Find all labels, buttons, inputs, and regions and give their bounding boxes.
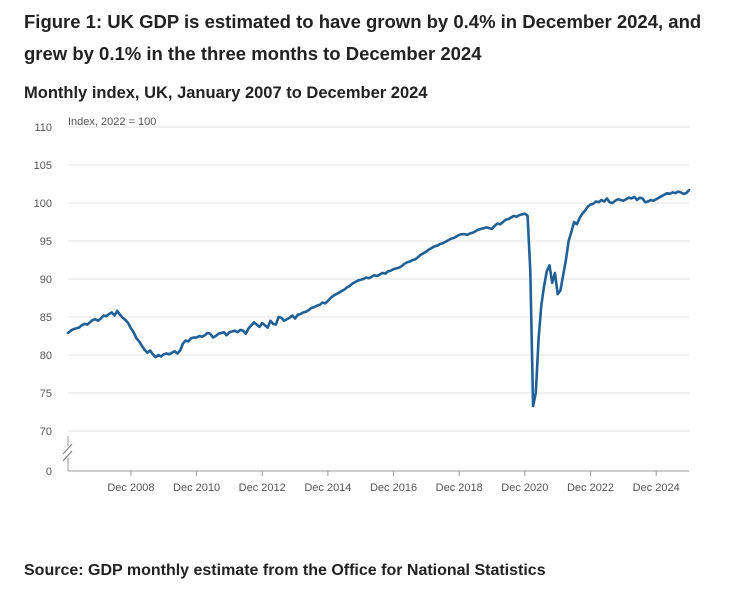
chart-title: Figure 1: UK GDP is estimated to have gr… <box>24 11 702 64</box>
chart-subtitle: Monthly index, UK, January 2007 to Decem… <box>24 84 428 102</box>
x-tick-label: Dec 2020 <box>501 482 548 494</box>
y-tick-label: 85 <box>40 312 52 324</box>
series-line-gdp <box>66 188 691 408</box>
x-tick-label: Dec 2012 <box>239 482 286 494</box>
y-tick-label: 90 <box>40 274 52 286</box>
source-note: Source: GDP monthly estimate from the Of… <box>24 562 546 579</box>
y-tick-label: 105 <box>34 160 52 172</box>
gridlines <box>68 126 689 472</box>
x-tick-label: Dec 2018 <box>436 482 483 494</box>
y-tick-label: 70 <box>40 426 52 438</box>
x-tick-label: Dec 2024 <box>633 482 680 494</box>
x-tick-label: Dec 2010 <box>173 482 220 494</box>
y-axis-tick-labels: 110 105 100 95 90 85 80 75 70 0 <box>34 122 52 478</box>
y-tick-label: 110 <box>34 122 52 134</box>
y-axis-label: Index, 2022 = 100 <box>68 116 156 128</box>
x-axis-ticks: Dec 2008 Dec 2010 Dec 2012 Dec 2014 Dec 2016… <box>107 471 680 494</box>
y-tick-label: 0 <box>46 466 52 478</box>
axis-break-slash <box>62 450 73 462</box>
x-tick-label: Dec 2014 <box>304 482 351 494</box>
y-tick-label: 95 <box>40 236 52 248</box>
axis-break-marker <box>62 436 74 471</box>
axis-break-slash <box>62 443 73 455</box>
x-tick-label: Dec 2008 <box>107 482 154 494</box>
y-tick-label: 80 <box>40 350 52 362</box>
axis-break-gap <box>62 446 74 458</box>
x-tick-label: Dec 2022 <box>567 482 614 494</box>
y-tick-label: 100 <box>34 198 52 210</box>
series-group <box>66 188 691 408</box>
x-tick-label: Dec 2016 <box>370 482 417 494</box>
y-tick-label: 75 <box>40 388 52 400</box>
